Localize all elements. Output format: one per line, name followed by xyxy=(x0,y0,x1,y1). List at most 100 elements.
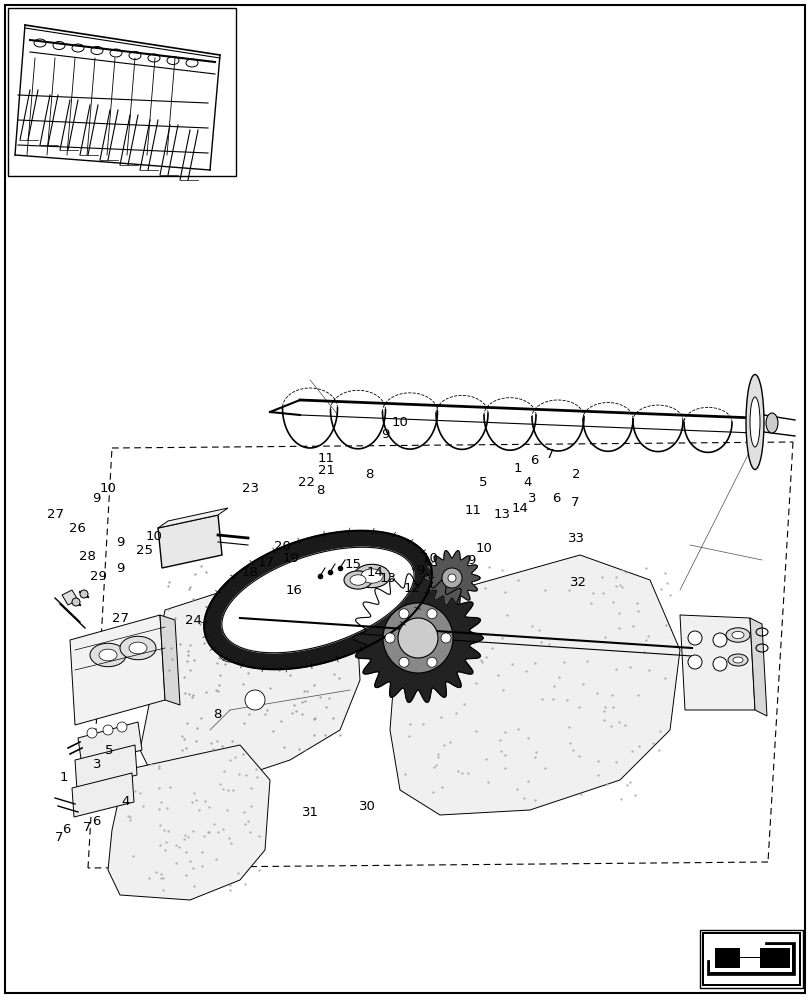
Circle shape xyxy=(117,722,127,732)
Text: 1: 1 xyxy=(59,771,67,784)
Text: 7: 7 xyxy=(83,821,91,834)
Ellipse shape xyxy=(99,649,117,661)
Polygon shape xyxy=(706,942,794,975)
Ellipse shape xyxy=(120,636,156,660)
Text: 17: 17 xyxy=(258,556,274,568)
Circle shape xyxy=(103,725,113,735)
Text: 8: 8 xyxy=(316,484,324,496)
Text: 8: 8 xyxy=(213,708,221,722)
Ellipse shape xyxy=(354,564,389,588)
Ellipse shape xyxy=(361,569,383,583)
Ellipse shape xyxy=(90,643,126,667)
Polygon shape xyxy=(62,590,78,605)
Circle shape xyxy=(687,655,702,669)
Circle shape xyxy=(427,657,436,667)
Circle shape xyxy=(245,690,264,710)
Ellipse shape xyxy=(749,397,759,447)
Circle shape xyxy=(427,609,436,619)
Circle shape xyxy=(398,609,409,619)
Text: 10: 10 xyxy=(146,530,162,544)
Circle shape xyxy=(397,618,437,658)
Text: 7: 7 xyxy=(55,831,63,844)
Polygon shape xyxy=(139,560,359,790)
Polygon shape xyxy=(679,615,754,710)
Text: 6: 6 xyxy=(92,815,100,828)
Bar xyxy=(699,930,802,988)
Polygon shape xyxy=(75,745,137,790)
Text: 3: 3 xyxy=(527,491,535,504)
Text: 9: 9 xyxy=(116,562,124,574)
Text: 4: 4 xyxy=(122,795,130,808)
Text: 22: 22 xyxy=(298,476,315,488)
Polygon shape xyxy=(70,615,165,725)
Bar xyxy=(703,934,798,984)
Ellipse shape xyxy=(745,374,763,470)
Polygon shape xyxy=(158,508,228,528)
Polygon shape xyxy=(749,618,766,716)
Text: 13: 13 xyxy=(380,572,396,584)
Text: 13: 13 xyxy=(493,508,509,522)
Circle shape xyxy=(712,633,726,647)
Ellipse shape xyxy=(725,628,749,642)
Text: 1: 1 xyxy=(513,462,521,475)
Text: 10: 10 xyxy=(100,482,116,494)
Circle shape xyxy=(441,568,461,588)
Polygon shape xyxy=(108,745,270,900)
Text: 10: 10 xyxy=(422,552,438,564)
Polygon shape xyxy=(709,945,791,972)
Text: 10: 10 xyxy=(475,542,491,554)
Text: 10: 10 xyxy=(391,416,407,428)
Text: 19: 19 xyxy=(282,552,298,564)
Ellipse shape xyxy=(765,413,777,433)
Text: 14: 14 xyxy=(367,566,383,578)
Polygon shape xyxy=(160,615,180,705)
Polygon shape xyxy=(353,574,483,702)
Polygon shape xyxy=(78,722,142,766)
Text: 18: 18 xyxy=(242,566,258,578)
Polygon shape xyxy=(158,515,221,568)
Text: 9: 9 xyxy=(416,564,424,576)
Text: 29: 29 xyxy=(90,570,106,582)
Polygon shape xyxy=(204,531,431,669)
Ellipse shape xyxy=(727,654,747,666)
Ellipse shape xyxy=(350,575,366,585)
Text: 7: 7 xyxy=(570,495,578,508)
Ellipse shape xyxy=(129,642,147,654)
Text: 9: 9 xyxy=(116,536,124,550)
Circle shape xyxy=(80,590,88,598)
Text: 6: 6 xyxy=(62,823,71,836)
Text: 16: 16 xyxy=(285,584,302,596)
Text: 24: 24 xyxy=(185,614,201,628)
Circle shape xyxy=(687,631,702,645)
Text: 9: 9 xyxy=(92,491,100,504)
Text: 32: 32 xyxy=(569,576,586,588)
Text: 26: 26 xyxy=(69,522,85,534)
Circle shape xyxy=(217,638,242,662)
Circle shape xyxy=(384,633,394,643)
Text: 14: 14 xyxy=(511,502,527,514)
Ellipse shape xyxy=(731,631,743,639)
Polygon shape xyxy=(714,948,789,968)
Text: 2: 2 xyxy=(572,468,580,482)
Polygon shape xyxy=(389,555,679,815)
Text: 15: 15 xyxy=(345,558,361,572)
Text: 9: 9 xyxy=(381,428,389,442)
Text: 6: 6 xyxy=(530,454,538,466)
Circle shape xyxy=(72,598,80,606)
Text: 7: 7 xyxy=(546,448,554,462)
Text: 5: 5 xyxy=(478,476,487,488)
Text: 27: 27 xyxy=(112,611,128,624)
Text: 28: 28 xyxy=(79,550,96,562)
Circle shape xyxy=(712,657,726,671)
Circle shape xyxy=(398,657,409,667)
Text: 3: 3 xyxy=(93,758,101,772)
Text: 11: 11 xyxy=(318,452,334,464)
Text: 8: 8 xyxy=(365,468,373,482)
Text: 30: 30 xyxy=(358,800,375,813)
Text: 25: 25 xyxy=(136,544,152,556)
Text: 21: 21 xyxy=(318,464,334,477)
Text: 11: 11 xyxy=(464,504,480,516)
Text: 12: 12 xyxy=(404,582,420,594)
Text: 4: 4 xyxy=(523,476,531,488)
Polygon shape xyxy=(423,551,479,605)
